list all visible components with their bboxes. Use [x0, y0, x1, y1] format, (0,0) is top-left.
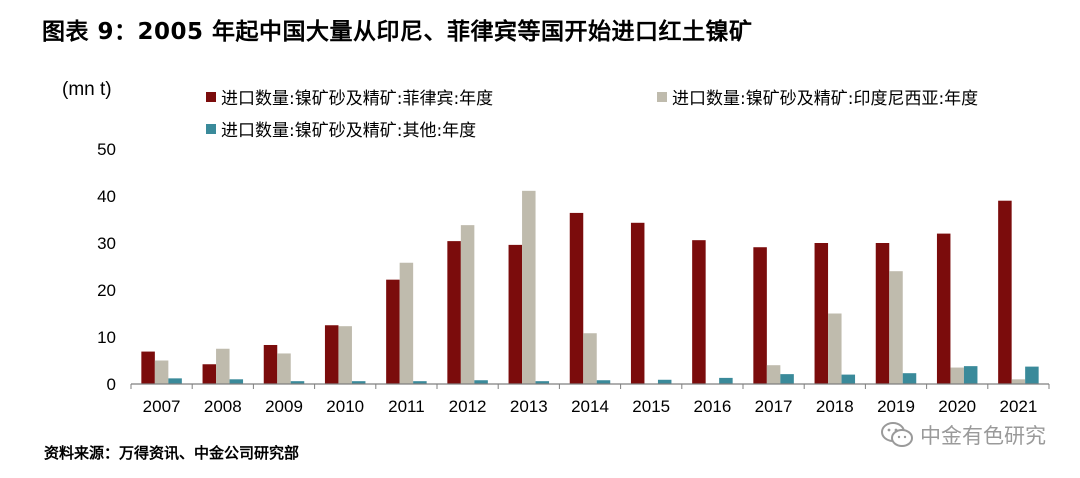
legend-swatch-other [206, 123, 216, 134]
bar-series-0 [447, 241, 461, 384]
y-tick-label: 10 [97, 328, 116, 347]
bar-series-2 [229, 379, 244, 384]
x-tick-label: 2018 [816, 397, 854, 416]
bar-series-2 [351, 381, 366, 384]
bar-series-2 [474, 380, 488, 384]
watermark: 中金有色研究 [880, 420, 1046, 450]
legend-swatch-indonesia [657, 91, 667, 102]
legend-label-indonesia: 进口数量:镍矿砂及精矿:印度尼西亚:年度 [672, 89, 979, 109]
bar-series-2 [168, 378, 182, 384]
bar-series-0 [141, 351, 155, 384]
bar-series-2 [780, 374, 794, 384]
y-tick-label: 50 [97, 140, 116, 159]
y-tick-label: 20 [97, 281, 116, 300]
x-tick-label: 2019 [877, 397, 915, 416]
bar-series-2 [841, 374, 856, 384]
bar-series-0 [569, 212, 584, 384]
legend-item-philippines: 进口数量:镍矿砂及精矿:菲律宾:年度 [206, 84, 493, 109]
bar-series-1 [522, 190, 536, 384]
bar-series-2 [902, 373, 917, 384]
y-tick-label: 40 [97, 187, 116, 206]
bar-series-1 [154, 360, 169, 384]
x-tick-label: 2009 [265, 397, 303, 416]
x-tick-label: 2007 [143, 397, 181, 416]
bar-series-1 [828, 313, 842, 384]
bar-series-2 [596, 380, 611, 384]
x-tick-label: 2012 [449, 397, 487, 416]
bar-series-0 [814, 243, 829, 384]
x-tick-label: 2017 [755, 397, 793, 416]
bar-series-1 [399, 262, 414, 384]
legend-item-other: 进口数量:镍矿砂及精矿:其他:年度 [206, 116, 476, 141]
bar-series-0 [202, 364, 217, 384]
bar-series-0 [936, 233, 951, 384]
bar-series-2 [290, 381, 305, 384]
y-axis-unit-label: (mn t) [62, 79, 112, 100]
bar-series-2 [535, 381, 550, 384]
bar-series-1 [277, 353, 291, 384]
bar-series-0 [875, 243, 890, 384]
y-axis: 0 10 20 30 40 50 [97, 140, 116, 394]
legend-label-philippines: 进口数量:镍矿砂及精矿:菲律宾:年度 [221, 89, 494, 109]
bar-series-0 [263, 344, 278, 384]
legend-item-indonesia: 进口数量:镍矿砂及精矿:印度尼西亚:年度 [657, 84, 978, 109]
legend-swatch-philippines [206, 91, 216, 102]
bar-series-2 [719, 377, 733, 384]
x-tick-label: 2020 [938, 397, 976, 416]
y-tick-label: 30 [97, 234, 116, 253]
x-axis: 2007 2008 2009 2010 2011 2012 2013 2014 2015 2016… [130, 383, 1050, 416]
bar-series-0 [324, 325, 339, 384]
x-tick-label: 2010 [326, 397, 364, 416]
source-note: 资料来源：万得资讯、中金公司研究部 [44, 444, 300, 462]
bar-series-2 [413, 381, 427, 384]
x-tick-label: 2011 [388, 397, 425, 416]
bar-series-2 [657, 379, 672, 384]
bar-series-1 [338, 326, 352, 384]
bar-series-1 [460, 225, 475, 384]
bar-series-1 [889, 271, 903, 384]
x-tick-label: 2008 [204, 397, 242, 416]
bar-series-1 [216, 348, 230, 384]
bar-series-1 [1011, 379, 1026, 384]
bar-series-2 [1025, 366, 1039, 384]
y-tick-label: 0 [107, 375, 116, 394]
bar-series-1 [583, 333, 597, 384]
x-tick-label: 2016 [693, 397, 731, 416]
bar-series-0 [630, 222, 645, 384]
x-tick-label: 2015 [632, 397, 670, 416]
bar-series-0 [753, 247, 767, 384]
legend-label-other: 进口数量:镍矿砂及精矿:其他:年度 [221, 121, 477, 141]
bar-series-0 [386, 279, 400, 384]
bar-series-1 [950, 367, 964, 384]
bar-series-0 [508, 244, 523, 384]
bar-series-0 [998, 200, 1012, 384]
bar-series-1 [766, 365, 781, 384]
bars [141, 190, 1039, 384]
watermark-text: 中金有色研究 [920, 424, 1046, 448]
x-tick-label: 2021 [999, 397, 1037, 416]
x-tick-label: 2013 [510, 397, 548, 416]
figure-title: 图表 9：2005 年起中国大量从印尼、菲律宾等国开始进口红土镍矿 [42, 19, 753, 45]
bar-series-2 [963, 366, 978, 384]
x-tick-label: 2014 [571, 397, 609, 416]
bar-series-0 [692, 240, 706, 384]
wechat-icon [881, 422, 913, 447]
